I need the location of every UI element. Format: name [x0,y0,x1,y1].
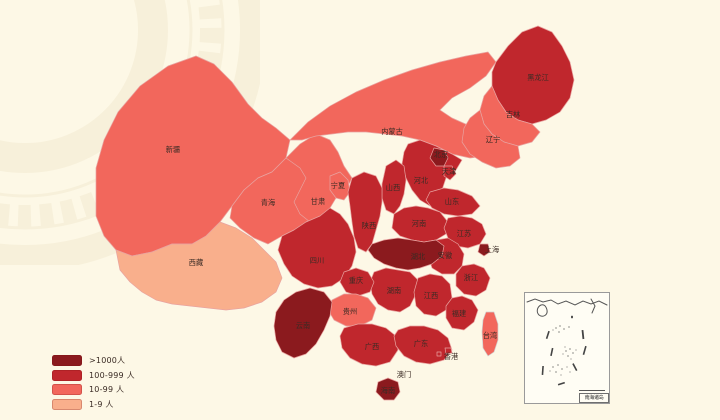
legend-label-100-999: 100-999 人 [89,370,135,380]
label-xinjiang: 新疆 [166,145,180,154]
label-guangxi: 广西 [365,342,379,351]
province-guizhou[interactable] [327,293,377,327]
province-liaoning[interactable] [461,109,521,169]
label-aomen: 澳门 [397,370,411,379]
inset-scale-bar [579,390,605,391]
province-hainan[interactable] [375,377,401,401]
label-jilin: 吉林 [506,110,520,119]
province-chongqing[interactable] [339,267,375,297]
label-liaoning: 辽宁 [486,135,500,144]
label-xianggang: 香港 [444,352,459,361]
legend-label-1-9: 1-9 人 [89,399,114,409]
legend-swatch-1-9 [52,398,82,410]
legend-item-gt1000[interactable]: >1000人 [52,354,192,367]
province-hubei[interactable] [367,237,445,271]
province-xizang[interactable] [115,221,283,311]
label-tianjin: 天津 [442,167,456,176]
label-ningxia: 宁夏 [331,181,345,190]
label-heilongjiang: 黑龙江 [527,73,549,82]
label-anhui: 安徽 [438,251,453,260]
province-sichuan[interactable] [277,207,357,289]
label-sichuan: 四川 [310,256,324,265]
label-xizang: 西藏 [189,258,203,267]
province-gansu[interactable] [285,133,353,223]
inset-svg [526,298,608,386]
label-hebei: 河北 [414,176,428,185]
province-shapes [95,25,575,401]
label-shaanxi: 陕西 [362,221,376,230]
province-zhejiang[interactable] [455,263,491,297]
label-yunnan: 云南 [296,321,310,330]
label-jiangxi: 江西 [424,291,438,300]
legend-item-100-999[interactable]: 100-999 人 [52,369,192,382]
label-jiangsu: 江苏 [457,229,471,238]
label-zhejiang: 浙江 [464,273,478,282]
province-guangxi[interactable] [339,323,399,367]
province-tianjin[interactable] [443,165,457,181]
province-yunnan[interactable] [273,287,333,359]
inset-caption: 南海诸岛 [579,393,609,403]
label-qinghai: 青海 [261,198,275,207]
label-hubei: 湖北 [411,252,425,261]
label-fujian: 福建 [452,309,466,318]
label-chongqing: 重庆 [349,276,363,285]
province-fujian[interactable] [445,295,479,331]
legend-item-10-99[interactable]: 10-99 人 [52,383,192,396]
legend-swatch-10-99 [52,384,82,395]
label-hainan: 海南 [381,386,395,395]
legend: >1000人 100-999 人 10-99 人 1-9 人 [52,354,192,412]
province-henan[interactable] [391,205,449,243]
label-henan: 河南 [412,219,426,228]
province-aomen[interactable] [436,351,442,357]
legend-swatch-100-999 [52,369,82,381]
province-shandong[interactable] [425,187,481,217]
label-neimenggu: 内蒙古 [381,127,403,136]
label-shandong: 山东 [445,197,459,206]
label-guizhou: 贵州 [343,307,357,316]
south-china-sea-inset[interactable]: 南海诸岛 [524,292,610,404]
label-hunan: 湖南 [387,286,401,295]
label-beijing: 北京 [434,150,448,159]
province-hunan[interactable] [369,267,419,313]
label-shanghai: 上海 [485,245,499,254]
province-shanghai[interactable] [477,243,491,257]
label-taiwan: 台湾 [483,331,497,340]
legend-item-1-9[interactable]: 1-9 人 [52,398,192,411]
province-xianggang[interactable] [444,347,453,355]
label-shanxi: 山西 [386,183,400,192]
legend-label-gt1000: >1000人 [89,356,126,365]
province-taiwan[interactable] [481,311,499,357]
province-labels: 新疆 西藏 青海 内蒙古 黑龙江 吉林 辽宁 北京 天津 河北 山西 宁夏 甘肃… [166,73,549,395]
legend-swatch-gt1000 [52,355,82,366]
label-gansu: 甘肃 [311,197,325,206]
legend-label-10-99: 10-99 人 [89,385,125,394]
province-ningxia[interactable] [329,171,351,201]
label-guangdong: 广东 [414,339,428,348]
